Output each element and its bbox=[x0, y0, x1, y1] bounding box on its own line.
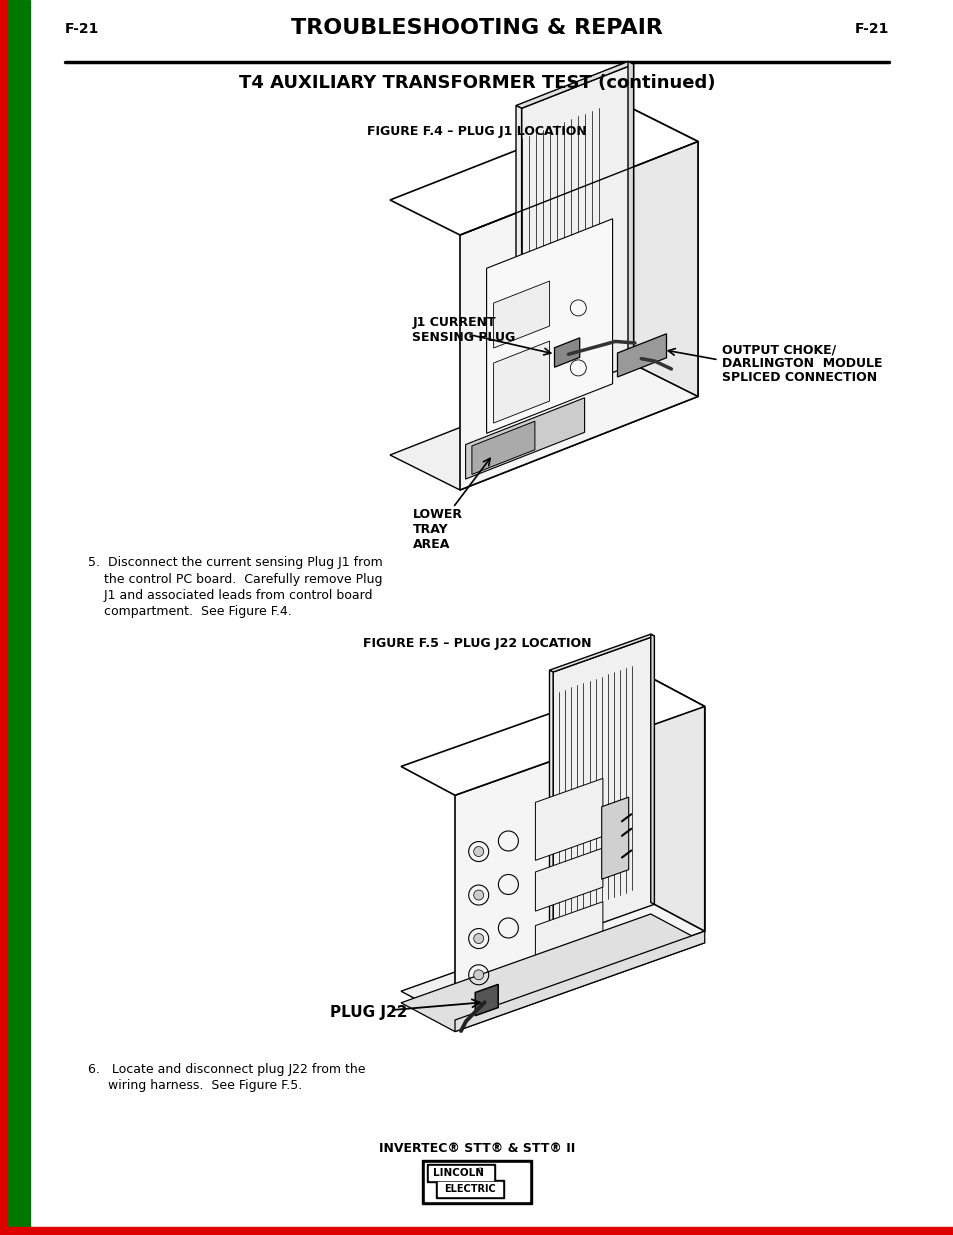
Text: OUTPUT CHOKE/: OUTPUT CHOKE/ bbox=[720, 343, 835, 357]
Circle shape bbox=[474, 890, 483, 900]
Polygon shape bbox=[400, 678, 704, 795]
Text: Return to Master TOC: Return to Master TOC bbox=[14, 116, 24, 214]
Text: F-21: F-21 bbox=[65, 22, 99, 36]
Bar bbox=[436, 1179, 503, 1198]
Polygon shape bbox=[553, 636, 654, 940]
Text: LINCOLN: LINCOLN bbox=[433, 1168, 484, 1178]
Polygon shape bbox=[400, 903, 704, 1020]
Circle shape bbox=[474, 846, 483, 857]
Polygon shape bbox=[601, 797, 628, 879]
Bar bbox=[437, 1182, 501, 1195]
Text: wiring harness.  See Figure F.5.: wiring harness. See Figure F.5. bbox=[88, 1079, 302, 1093]
Polygon shape bbox=[627, 106, 698, 396]
Text: Return to Master TOC: Return to Master TOC bbox=[14, 461, 24, 559]
Text: TROUBLESHOOTING & REPAIR: TROUBLESHOOTING & REPAIR bbox=[291, 19, 662, 38]
Text: 6.   Locate and disconnect plug J22 from the: 6. Locate and disconnect plug J22 from t… bbox=[88, 1063, 365, 1076]
Polygon shape bbox=[521, 64, 633, 409]
Polygon shape bbox=[650, 678, 704, 931]
Text: SPLICED CONNECTION: SPLICED CONNECTION bbox=[720, 372, 876, 384]
Text: LOWER: LOWER bbox=[413, 508, 462, 521]
Text: FIGURE F.4 – PLUG J1 LOCATION: FIGURE F.4 – PLUG J1 LOCATION bbox=[367, 125, 586, 138]
Text: 5.  Disconnect the current sensing Plug J1 from: 5. Disconnect the current sensing Plug J… bbox=[88, 556, 382, 569]
Circle shape bbox=[474, 934, 483, 944]
Polygon shape bbox=[455, 931, 704, 1031]
Text: TRAY: TRAY bbox=[413, 522, 448, 536]
Polygon shape bbox=[535, 778, 602, 861]
Polygon shape bbox=[390, 106, 698, 235]
Text: the control PC board.  Carefully remove Plug: the control PC board. Carefully remove P… bbox=[88, 573, 382, 585]
Polygon shape bbox=[516, 62, 633, 109]
Polygon shape bbox=[493, 282, 549, 348]
Text: Return to Section TOC: Return to Section TOC bbox=[0, 115, 9, 215]
Text: Return to Section TOC: Return to Section TOC bbox=[0, 805, 9, 905]
Bar bbox=[427, 1165, 495, 1182]
Text: INVERTEC® STT® & STT® II: INVERTEC® STT® & STT® II bbox=[378, 1142, 575, 1155]
Polygon shape bbox=[486, 219, 612, 433]
Text: PLUG J22: PLUG J22 bbox=[330, 1005, 407, 1020]
Bar bbox=[429, 1166, 493, 1179]
Bar bbox=[8, 0, 30, 1235]
Text: F-21: F-21 bbox=[854, 22, 888, 36]
Polygon shape bbox=[455, 706, 704, 1020]
Polygon shape bbox=[650, 634, 654, 904]
Polygon shape bbox=[554, 338, 579, 367]
Text: FIGURE F.5 – PLUG J22 LOCATION: FIGURE F.5 – PLUG J22 LOCATION bbox=[362, 637, 591, 650]
Polygon shape bbox=[627, 62, 633, 364]
Bar bbox=[421, 1160, 532, 1204]
Polygon shape bbox=[472, 421, 535, 474]
Polygon shape bbox=[465, 398, 584, 479]
Text: Return to Master TOC: Return to Master TOC bbox=[14, 806, 24, 904]
Polygon shape bbox=[535, 848, 602, 911]
Text: J1 CURRENT: J1 CURRENT bbox=[412, 316, 496, 330]
Text: J1 and associated leads from control board: J1 and associated leads from control boa… bbox=[88, 589, 372, 601]
Text: Return to Section TOC: Return to Section TOC bbox=[0, 459, 9, 561]
Text: Return to Master TOC: Return to Master TOC bbox=[14, 1041, 24, 1139]
Polygon shape bbox=[549, 671, 553, 940]
Bar bbox=[424, 1163, 529, 1200]
Text: compartment.  See Figure F.4.: compartment. See Figure F.4. bbox=[88, 605, 292, 619]
Polygon shape bbox=[549, 634, 654, 672]
Text: AREA: AREA bbox=[413, 537, 450, 551]
Bar bbox=[0, 0, 8, 1235]
Polygon shape bbox=[390, 362, 698, 490]
Text: DARLINGTON  MODULE: DARLINGTON MODULE bbox=[720, 357, 882, 370]
Text: SENSING PLUG: SENSING PLUG bbox=[412, 331, 515, 345]
Circle shape bbox=[474, 969, 483, 979]
Polygon shape bbox=[459, 142, 698, 490]
Polygon shape bbox=[475, 984, 497, 1015]
Text: T4 AUXILIARY TRANSFORMER TEST (continued): T4 AUXILIARY TRANSFORMER TEST (continued… bbox=[238, 74, 715, 91]
Polygon shape bbox=[493, 341, 549, 424]
Polygon shape bbox=[617, 333, 666, 377]
Text: ®: ® bbox=[476, 1168, 484, 1174]
Text: ELECTRIC: ELECTRIC bbox=[444, 1184, 496, 1194]
Polygon shape bbox=[516, 105, 521, 409]
Bar bbox=[0, 1228, 953, 1235]
Polygon shape bbox=[535, 902, 602, 962]
Polygon shape bbox=[400, 914, 704, 1031]
